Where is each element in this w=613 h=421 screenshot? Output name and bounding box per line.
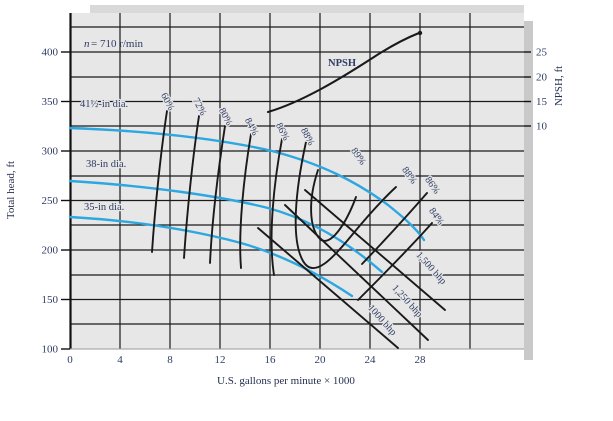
x-tick-4: 4 — [117, 354, 123, 366]
efficiency-curve-84-left — [239, 133, 252, 269]
panel-right-shadow — [524, 21, 533, 360]
y-tick-400: 400 — [42, 47, 59, 59]
npsh-curve-label: NPSH — [328, 58, 356, 69]
head-curve-38-in — [68, 179, 384, 274]
bhp-line-1500 — [304, 189, 446, 311]
x-tick-0: 0 — [67, 354, 73, 366]
y-left-ticks: 400 350 300 250 200 150 100 — [42, 47, 59, 356]
x-axis-title: U.S. gallons per minute × 1000 — [217, 375, 355, 387]
dia-label-35: 35-in dia. — [84, 202, 124, 213]
x-axis-ticks: 0 4 8 12 16 20 24 28 — [67, 354, 426, 366]
y-tick-350: 350 — [42, 96, 59, 108]
x-tick-20: 20 — [315, 354, 327, 366]
x-tick-12: 12 — [215, 354, 226, 366]
npsh-curve-endpoint — [417, 30, 423, 36]
y-left-axis-title: Total head, ft — [5, 161, 17, 219]
y-tick-250: 250 — [42, 195, 59, 207]
efficiency-curve-86-left — [270, 138, 283, 276]
dia-label-41half: 41½-in dia. — [80, 99, 128, 110]
x-tick-24: 24 — [365, 354, 377, 366]
npsh-tick-15: 15 — [536, 96, 548, 108]
npsh-tick-10: 10 — [536, 121, 548, 133]
npsh-curve — [266, 31, 421, 114]
y-tick-100: 100 — [42, 344, 59, 356]
npsh-tick-20: 20 — [536, 72, 548, 84]
npsh-tick-25: 25 — [536, 47, 548, 59]
dia-label-38: 38-in dia. — [86, 159, 126, 170]
efficiency-curve-84-right — [357, 222, 433, 301]
y-right-axis-title: NPSH, ft — [553, 66, 565, 106]
efficiency-curve-60 — [151, 110, 168, 253]
bhp-line-1000 — [257, 227, 399, 349]
bhp-line-1250 — [284, 204, 429, 341]
y-right-ticks: 25 20 15 10 — [536, 47, 548, 133]
panel-top-shadow — [90, 5, 524, 14]
efficiency-curve-88 — [294, 141, 397, 269]
gridlines — [70, 13, 524, 349]
y-tick-150: 150 — [42, 294, 59, 306]
contour-curves — [151, 31, 446, 349]
x-tick-28: 28 — [415, 354, 427, 366]
x-tick-16: 16 — [265, 354, 277, 366]
y-tick-200: 200 — [42, 245, 59, 257]
efficiency-curve-86-right — [361, 192, 428, 265]
x-tick-8: 8 — [167, 354, 173, 366]
head-curve-41half-in — [68, 126, 426, 242]
efficiency-curve-80 — [209, 125, 226, 264]
efficiency-curve-72 — [183, 115, 200, 259]
y-tick-300: 300 — [42, 146, 59, 158]
plot-panel — [70, 13, 524, 349]
rpm-label: = 710 r/min — [91, 38, 144, 50]
rpm-label-var: n — [84, 38, 90, 50]
